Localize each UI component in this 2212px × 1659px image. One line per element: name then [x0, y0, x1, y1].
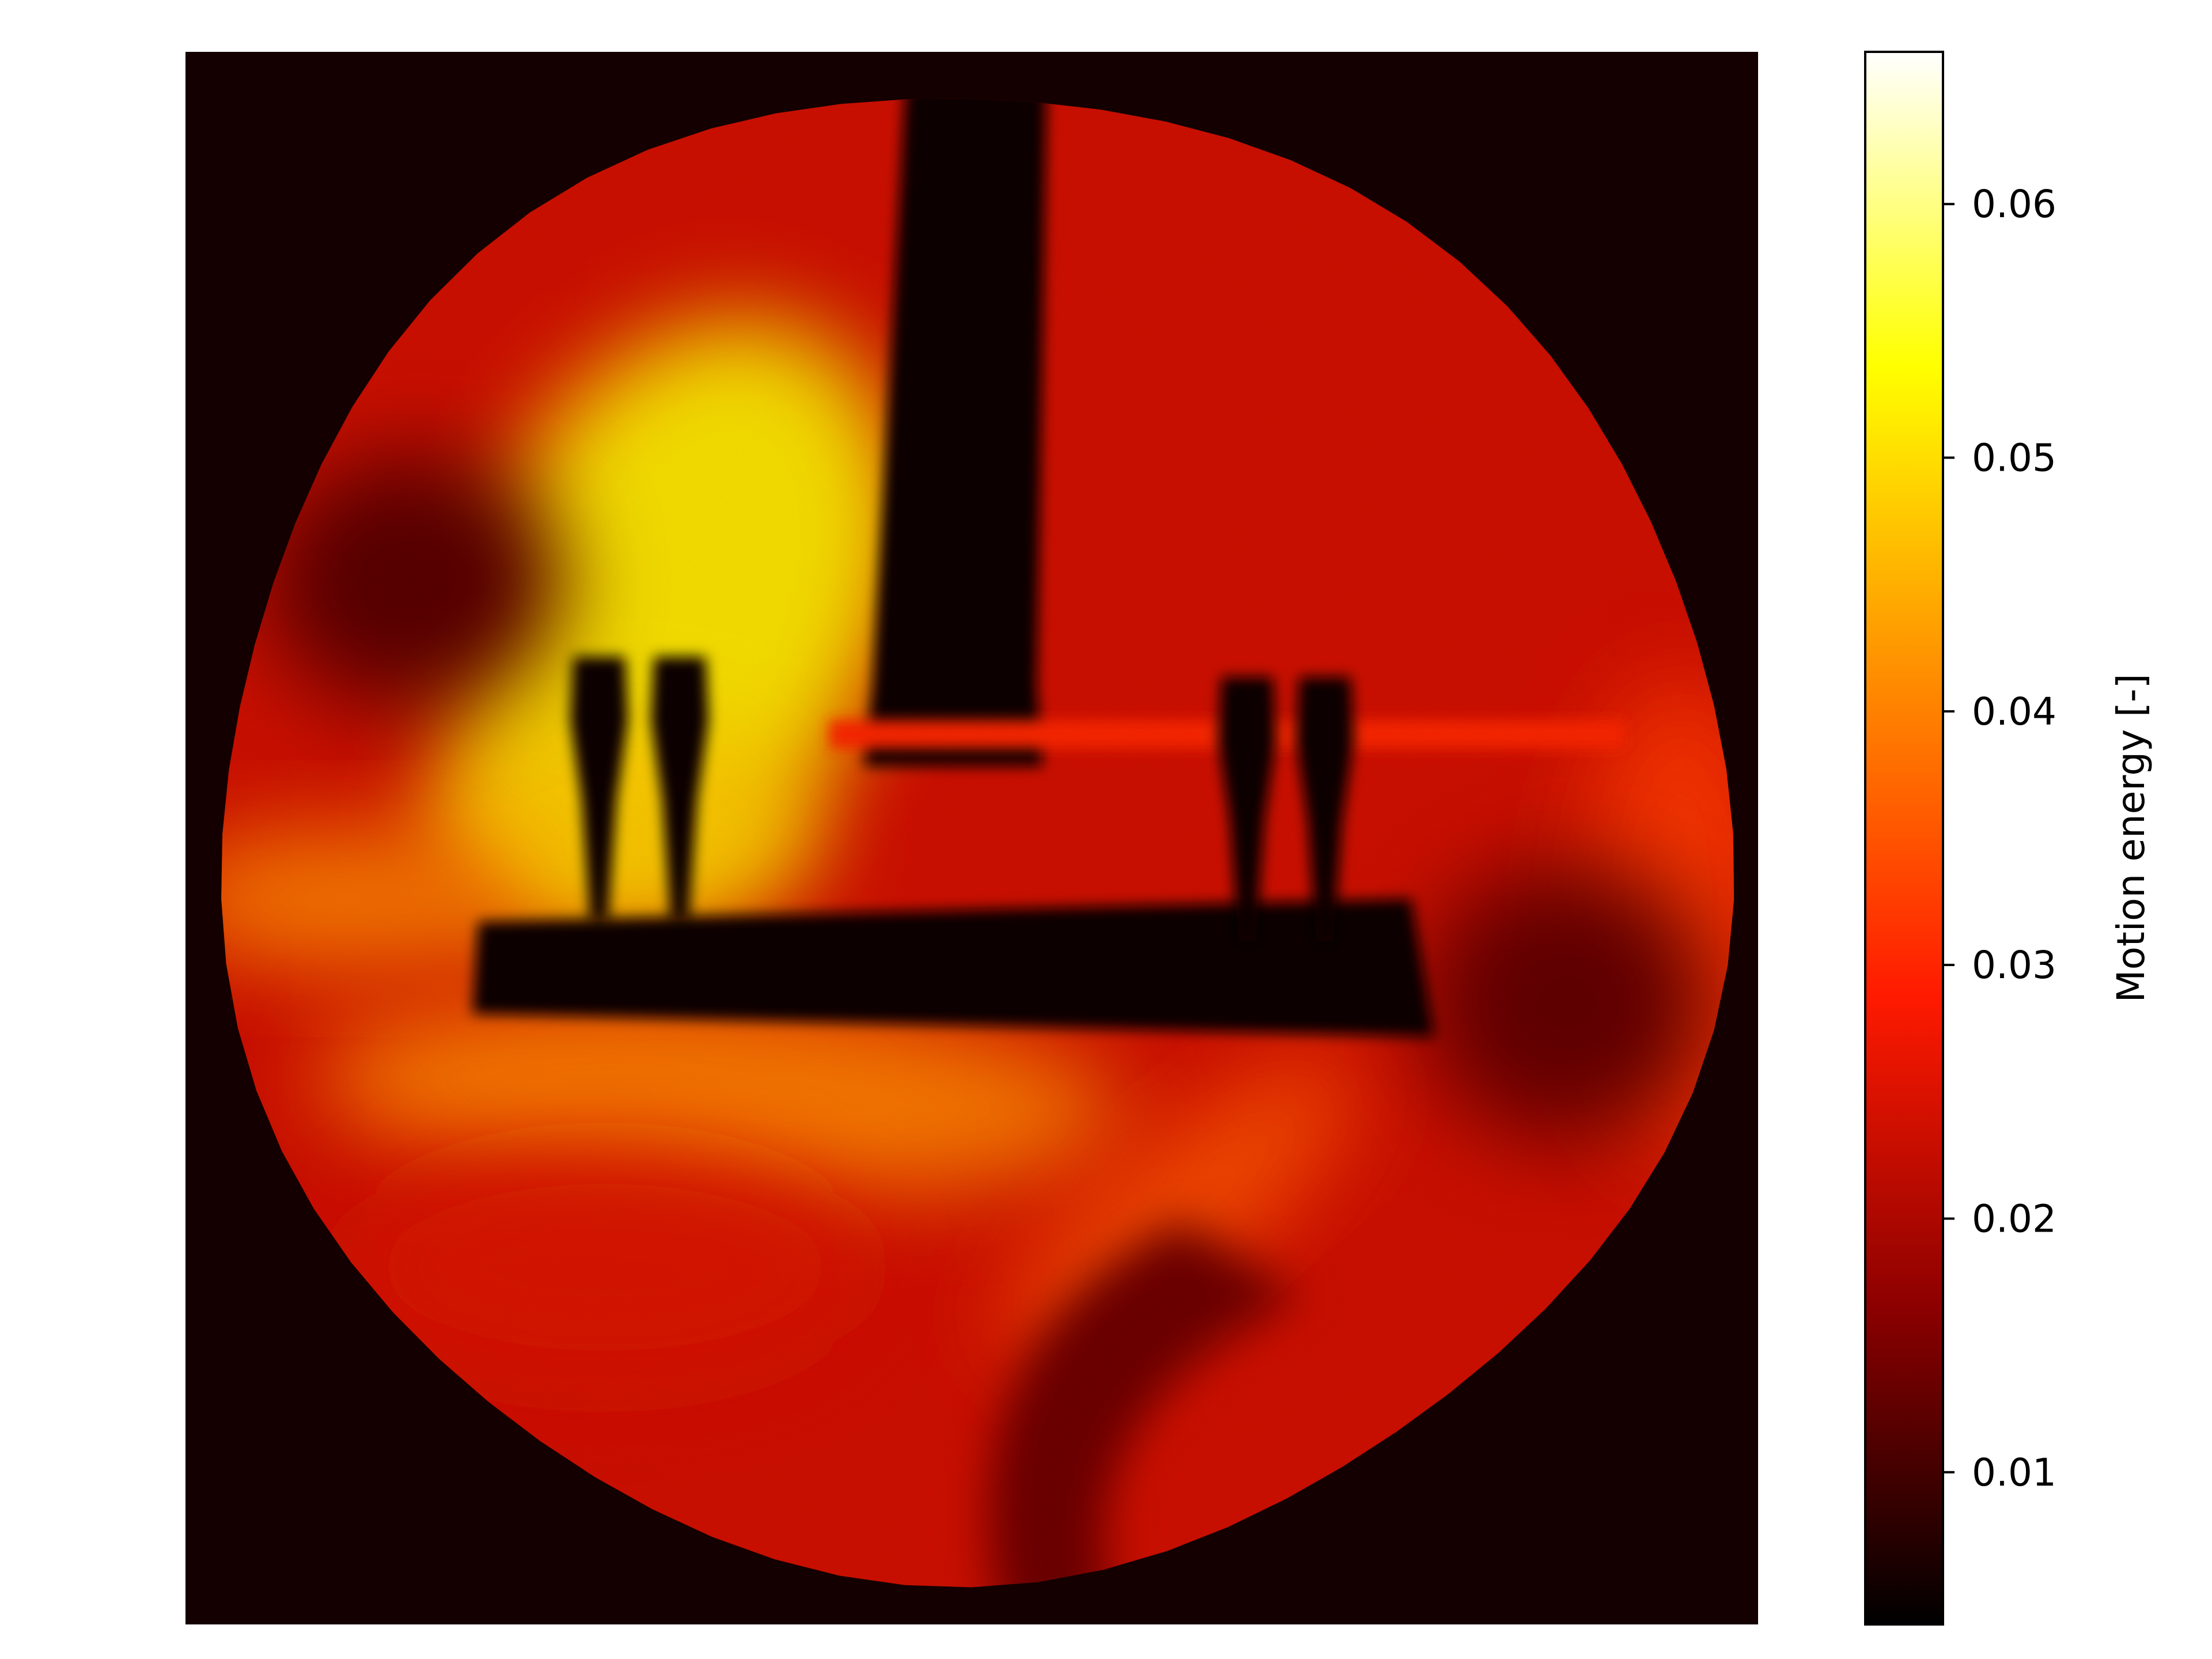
colorbar-ticks: 0.01 0.02 0.03 0.04 0.05 0.06 [1943, 182, 2056, 1495]
colorbar-tick-label: 0.03 [1972, 943, 2056, 987]
colorbar-tick-label: 0.01 [1972, 1450, 2056, 1495]
colorbar-label: Motion energy [-] [2109, 674, 2153, 1003]
noise-overlay [185, 52, 1758, 1624]
colorbar-gradient [1864, 51, 1944, 1626]
colorbar-tick-label: 0.02 [1972, 1196, 2056, 1241]
heatmap-image [185, 52, 1758, 1624]
colorbar-tick-label: 0.06 [1972, 182, 2056, 226]
colorbar: 0.01 0.02 0.03 0.04 0.05 0.06 Motion energy [… [1864, 51, 2153, 1626]
colorbar-tick-label: 0.04 [1972, 690, 2056, 734]
colorbar-tick-label: 0.05 [1972, 436, 2056, 480]
